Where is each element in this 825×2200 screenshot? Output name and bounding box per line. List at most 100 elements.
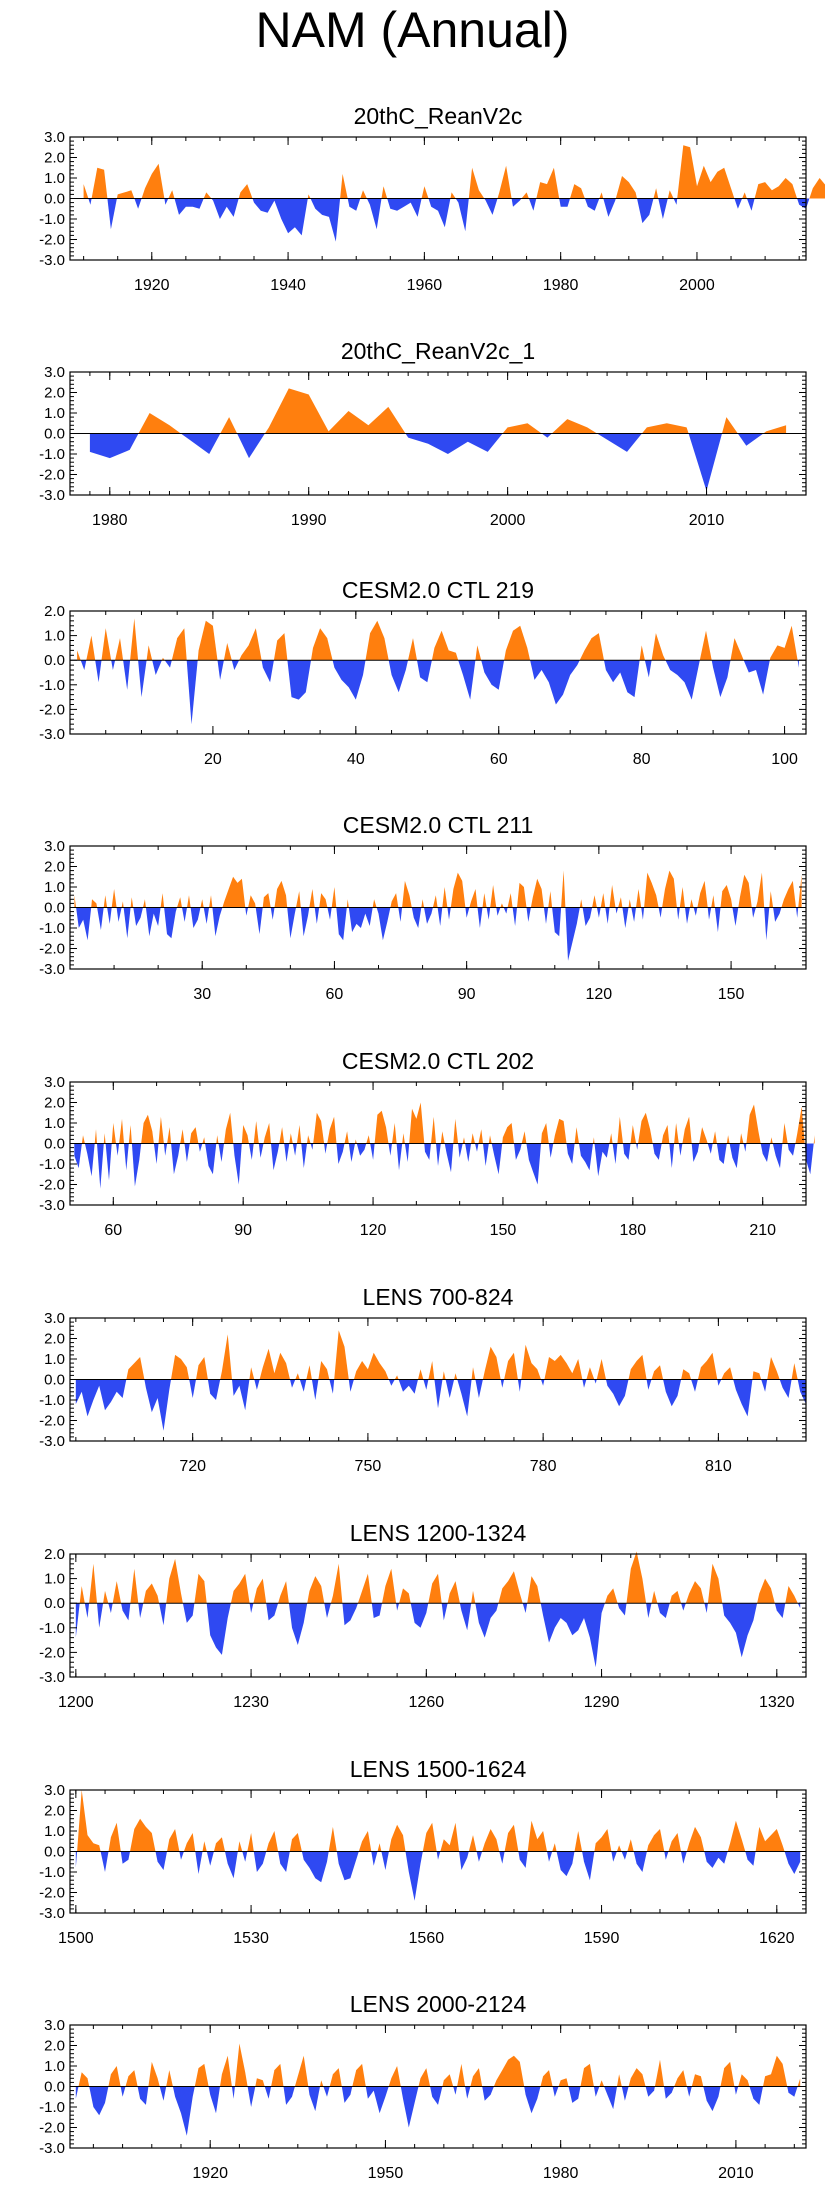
positive-anomaly-area [146, 645, 153, 661]
positive-anomaly-area [128, 1125, 132, 1144]
positive-anomaly-area [548, 891, 553, 908]
positive-anomaly-area [296, 1125, 302, 1144]
positive-anomaly-area [763, 425, 787, 434]
negative-anomaly-area [623, 1143, 631, 1160]
positive-anomaly-area [307, 194, 311, 199]
negative-anomaly-area [121, 1603, 131, 1621]
positive-anomaly-area [580, 2063, 594, 2087]
negative-anomaly-area [459, 1603, 472, 1631]
negative-anomaly-area [547, 1851, 553, 1862]
negative-anomaly-area [74, 1143, 82, 1169]
positive-anomaly-area [617, 2074, 622, 2087]
positive-anomaly-area [167, 1829, 180, 1852]
panel-title: LENS 700-824 [363, 1284, 514, 1310]
positive-anomaly-area [596, 1359, 606, 1380]
x-tick-label: 120 [360, 1222, 387, 1239]
positive-anomaly-area [197, 620, 218, 661]
negative-anomaly-area [804, 1143, 814, 1175]
negative-anomaly-area [217, 660, 224, 680]
negative-anomaly-area [751, 907, 756, 918]
positive-anomaly-area [220, 417, 238, 434]
positive-anomaly-area [755, 1826, 785, 1852]
positive-anomaly-area [278, 1581, 289, 1604]
positive-anomaly-area [628, 899, 632, 908]
negative-anomaly-area [225, 1851, 238, 1879]
negative-anomaly-area [137, 2086, 149, 2105]
positive-anomaly-area [599, 2080, 605, 2087]
positive-anomaly-area [177, 897, 182, 908]
y-tick-label: 2.0 [44, 385, 65, 402]
negative-anomaly-area [693, 907, 698, 916]
negative-anomaly-area [743, 1143, 747, 1152]
negative-anomaly-area [155, 1851, 167, 1870]
negative-anomaly-area [287, 907, 296, 939]
negative-anomaly-area [621, 1851, 628, 1860]
positive-anomaly-area [712, 1131, 717, 1144]
negative-anomaly-area [80, 660, 87, 670]
positive-anomaly-area [394, 1375, 399, 1380]
negative-anomaly-area [543, 907, 549, 924]
positive-anomaly-area [340, 173, 348, 199]
negative-anomaly-area [182, 1603, 195, 1623]
y-tick-label: 3.0 [44, 2017, 65, 2034]
positive-anomaly-area [255, 2078, 265, 2087]
positive-anomaly-area [247, 1833, 254, 1852]
panel-title: LENS 1200-1324 [350, 1520, 527, 1546]
negative-anomaly-area [522, 1603, 528, 1613]
x-tick-label: 1500 [58, 1930, 94, 1947]
negative-anomaly-area [347, 198, 361, 211]
positive-anomaly-area [418, 2068, 431, 2087]
positive-anomaly-area [454, 1373, 458, 1380]
negative-anomaly-area [370, 1143, 375, 1160]
positive-anomaly-area [462, 1137, 466, 1144]
positive-anomaly-area [662, 870, 677, 908]
positive-anomaly-area [478, 1129, 483, 1144]
negative-anomaly-area [271, 1143, 280, 1171]
negative-anomaly-area [100, 1851, 109, 1872]
positive-anomaly-area [592, 895, 597, 908]
positive-anomaly-area [224, 1112, 234, 1144]
positive-anomaly-area [488, 1135, 492, 1144]
negative-anomaly-area [669, 1143, 675, 1169]
positive-anomaly-area [222, 876, 246, 908]
negative-anomaly-area [584, 198, 600, 211]
negative-anomaly-area [526, 907, 531, 922]
panel-title: CESM2.0 CTL 219 [342, 577, 534, 603]
positive-anomaly-area [329, 2068, 342, 2087]
positive-anomaly-area [421, 186, 429, 199]
negative-anomaly-area [645, 2086, 655, 2097]
negative-anomaly-area [310, 198, 341, 242]
positive-anomaly-area [530, 878, 544, 908]
negative-anomaly-area [186, 660, 198, 725]
negative-anomaly-area [159, 1603, 167, 1626]
positive-anomaly-area [795, 1106, 805, 1144]
negative-anomaly-area [301, 1851, 329, 1883]
y-tick-label: -3.0 [39, 1905, 65, 1922]
negative-anomaly-area [658, 907, 663, 918]
negative-anomaly-area [138, 660, 147, 698]
negative-anomaly-area [261, 660, 274, 683]
negative-anomaly-area [688, 433, 722, 491]
positive-anomaly-area [570, 184, 585, 199]
x-tick-label: 20 [204, 751, 222, 768]
positive-anomaly-area [617, 1116, 623, 1144]
positive-anomaly-area [541, 1123, 549, 1144]
positive-anomaly-area [507, 893, 513, 908]
positive-anomaly-area [273, 633, 288, 661]
positive-anomaly-area [79, 1586, 85, 1604]
x-tick-label: 810 [705, 1458, 732, 1475]
positive-anomaly-area [166, 1558, 183, 1604]
positive-anomaly-area [121, 901, 124, 908]
negative-anomaly-area [75, 2086, 79, 2099]
negative-anomaly-area [797, 660, 799, 668]
positive-anomaly-area [757, 1578, 775, 1604]
x-tick-label: 80 [633, 751, 651, 768]
negative-anomaly-area [503, 907, 508, 914]
positive-anomaly-area [618, 897, 623, 908]
negative-anomaly-area [597, 433, 642, 452]
negative-anomaly-area [107, 907, 112, 924]
x-tick-label: 120 [586, 986, 613, 1003]
negative-anomaly-area [428, 198, 451, 228]
positive-anomaly-area [331, 887, 337, 908]
negative-anomaly-area [658, 198, 668, 219]
